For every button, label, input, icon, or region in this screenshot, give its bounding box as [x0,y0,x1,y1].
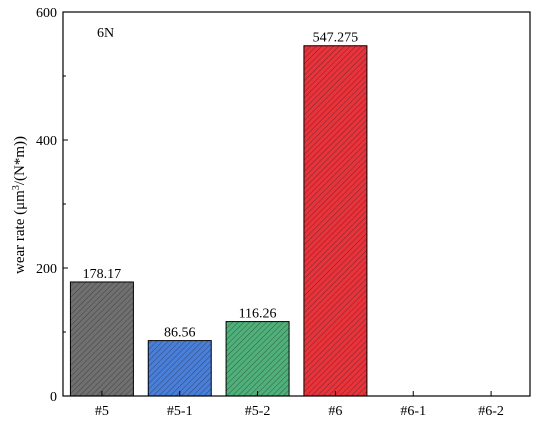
value-label-n6: 547.275 [313,31,359,46]
y-axis-title-prefix: wear rate (μm [12,190,28,274]
x-tick-label: #5 [95,404,109,419]
y-tick-label: 600 [36,6,57,21]
y-tick-label: 400 [36,134,57,149]
x-tick-label: #5-2 [245,404,271,419]
y-tick-label: 200 [36,262,57,277]
axes-layer: 0 200 400 600 #5 #5-1 #5-2 #6 #6-1 #6-2 [36,6,531,419]
y-axis-title-superscript: 3 [11,185,22,190]
bar-n5 [69,281,134,397]
x-tick-label: #6-1 [400,404,426,419]
y-axis-title: wear rate (μm3/(N*m)) [11,136,29,274]
y-tick-label: 0 [50,390,57,405]
bar-n5-1 [147,340,212,397]
x-tick-label: #6-2 [478,404,504,419]
value-label-n5-1: 86.56 [164,326,196,341]
load-annotation: 6N [97,26,114,41]
value-label-n5-2: 116.26 [239,307,277,322]
x-tick-label: #5-1 [167,404,193,419]
bars-layer [69,45,368,397]
x-tick-label: #6 [328,404,342,419]
bar-n5-2 [225,321,290,397]
value-label-n5: 178.17 [83,267,122,282]
y-axis-title-suffix: /(N*m)) [12,136,28,185]
bar-n6 [303,45,368,397]
data-labels-layer: 178.17 86.56 116.26 547.275 [83,31,359,341]
